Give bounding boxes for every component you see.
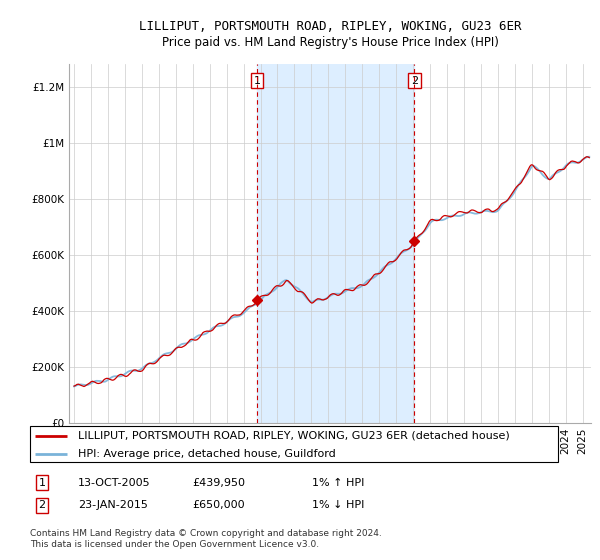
Text: 1: 1: [38, 478, 46, 488]
Text: This data is licensed under the Open Government Licence v3.0.: This data is licensed under the Open Gov…: [30, 540, 319, 549]
Text: 13-OCT-2005: 13-OCT-2005: [78, 478, 151, 488]
Text: 1% ↓ HPI: 1% ↓ HPI: [312, 500, 364, 510]
Text: 2: 2: [410, 76, 418, 86]
Text: £650,000: £650,000: [192, 500, 245, 510]
Bar: [257, 64, 414, 423]
Text: 1% ↑ HPI: 1% ↑ HPI: [312, 478, 364, 488]
Text: £439,950: £439,950: [192, 478, 245, 488]
Text: 1: 1: [253, 76, 260, 86]
Text: LILLIPUT, PORTSMOUTH ROAD, RIPLEY, WOKING, GU23 6ER (detached house): LILLIPUT, PORTSMOUTH ROAD, RIPLEY, WOKIN…: [77, 431, 509, 441]
Text: LILLIPUT, PORTSMOUTH ROAD, RIPLEY, WOKING, GU23 6ER: LILLIPUT, PORTSMOUTH ROAD, RIPLEY, WOKIN…: [139, 20, 521, 32]
Text: Contains HM Land Registry data © Crown copyright and database right 2024.: Contains HM Land Registry data © Crown c…: [30, 529, 382, 538]
Text: Price paid vs. HM Land Registry's House Price Index (HPI): Price paid vs. HM Land Registry's House …: [161, 36, 499, 49]
Text: 2: 2: [38, 500, 46, 510]
Text: HPI: Average price, detached house, Guildford: HPI: Average price, detached house, Guil…: [77, 449, 335, 459]
Text: 23-JAN-2015: 23-JAN-2015: [78, 500, 148, 510]
